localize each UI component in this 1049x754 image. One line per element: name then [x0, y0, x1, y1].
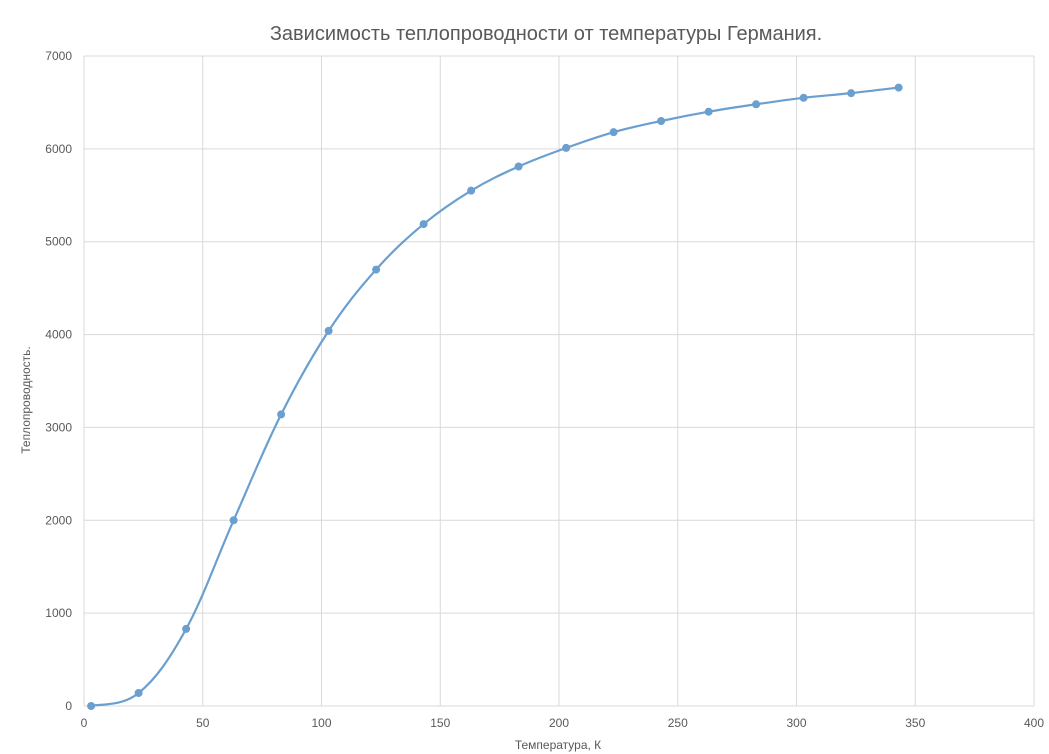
y-tick-label: 1000 — [45, 606, 72, 620]
data-point — [657, 117, 666, 125]
y-tick-label: 4000 — [45, 328, 72, 342]
y-tick-label: 0 — [65, 699, 72, 713]
data-point — [372, 265, 381, 274]
data-point — [182, 624, 191, 633]
x-tick-label: 50 — [196, 716, 210, 730]
x-tick-label: 400 — [1024, 716, 1044, 730]
data-point — [514, 162, 523, 171]
data-point — [87, 702, 96, 710]
data-point — [277, 410, 286, 419]
x-tick-label: 350 — [905, 716, 925, 730]
series — [87, 83, 903, 710]
x-axis-label: Температура, К — [515, 738, 601, 752]
x-tick-label: 250 — [668, 716, 688, 730]
x-tick-label: 150 — [430, 716, 450, 730]
y-tick-label: 3000 — [45, 420, 72, 434]
chart-title: Зависимость теплопроводности от температ… — [270, 23, 822, 45]
data-point — [752, 100, 761, 109]
data-point — [609, 128, 618, 137]
data-point — [229, 516, 238, 525]
data-point — [894, 83, 903, 92]
data-point — [419, 220, 428, 229]
data-point — [704, 107, 713, 116]
data-point — [134, 689, 143, 697]
x-tick-label: 200 — [549, 716, 569, 730]
x-tick-label: 300 — [786, 716, 806, 730]
gridlines — [83, 55, 1035, 707]
data-point — [847, 89, 856, 98]
data-point — [799, 93, 808, 102]
y-tick-label: 7000 — [45, 49, 72, 63]
data-point — [467, 186, 476, 195]
y-tick-label: 6000 — [45, 142, 72, 156]
y-tick-label: 5000 — [45, 235, 72, 249]
x-tick-label: 100 — [311, 716, 331, 730]
data-point — [562, 143, 571, 152]
data-point — [324, 326, 333, 335]
y-tick-label: 2000 — [45, 513, 72, 527]
tick-labels: 0 50 100 150 200 250 300 350 4000100020003000400… — [45, 49, 1044, 730]
y-axis-label: Теплопроводность. — [19, 346, 33, 454]
x-tick-label: 0 — [81, 716, 88, 730]
